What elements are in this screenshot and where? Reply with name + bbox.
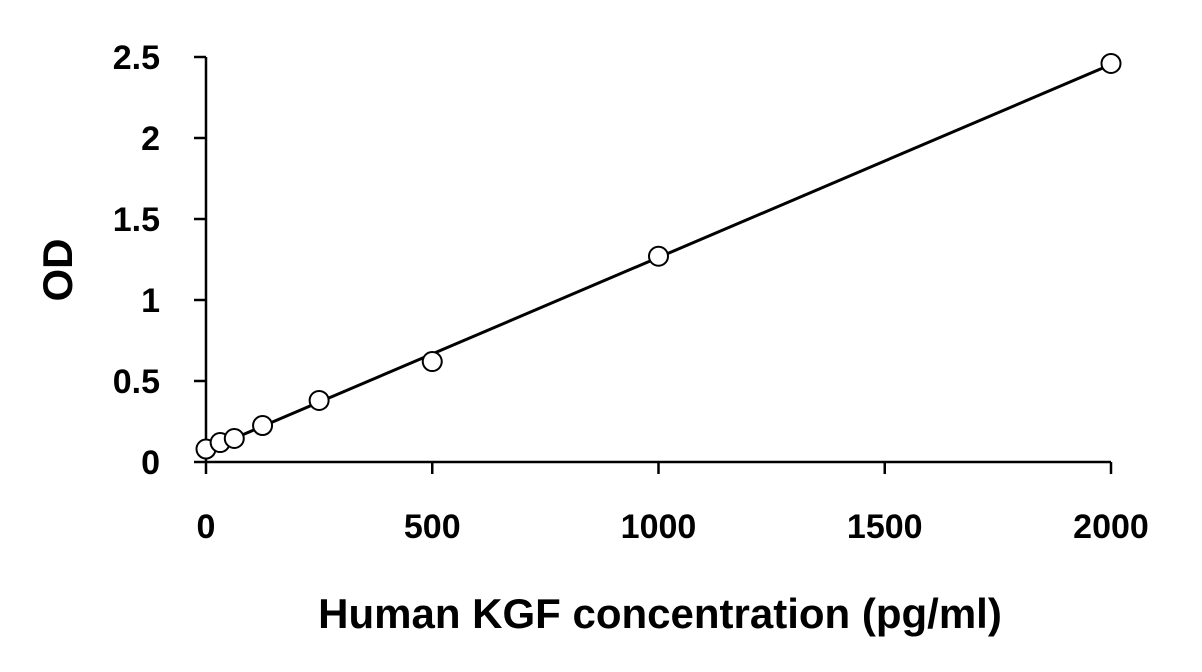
data-point (421, 351, 443, 373)
y-tick-label: 0 (141, 444, 160, 482)
y-axis-ticks: 0 0.5 1 1.5 2 2.5 (113, 39, 206, 482)
y-tick-label: 2 (141, 120, 160, 158)
y-axis-title: OD (34, 239, 81, 302)
y-tick-label: 2.5 (113, 39, 160, 77)
x-axis-title: Human KGF concentration (pg/ml) (318, 590, 1002, 637)
y-tick-label: 1.5 (113, 201, 160, 239)
data-point (648, 245, 669, 267)
data-points (195, 52, 1122, 460)
data-point (252, 415, 274, 437)
data-point (223, 428, 245, 450)
x-tick-label: 500 (404, 508, 461, 546)
data-point (1100, 52, 1122, 74)
x-tick-label: 0 (197, 508, 216, 546)
data-point (308, 389, 330, 411)
x-tick-label: 2000 (1073, 508, 1149, 546)
x-tick-label: 1000 (621, 508, 697, 546)
x-axis-ticks: 0 500 1000 1500 2000 (197, 462, 1149, 546)
x-tick-label: 1500 (847, 508, 923, 546)
y-tick-label: 1 (141, 282, 160, 320)
y-tick-label: 0.5 (113, 363, 160, 401)
